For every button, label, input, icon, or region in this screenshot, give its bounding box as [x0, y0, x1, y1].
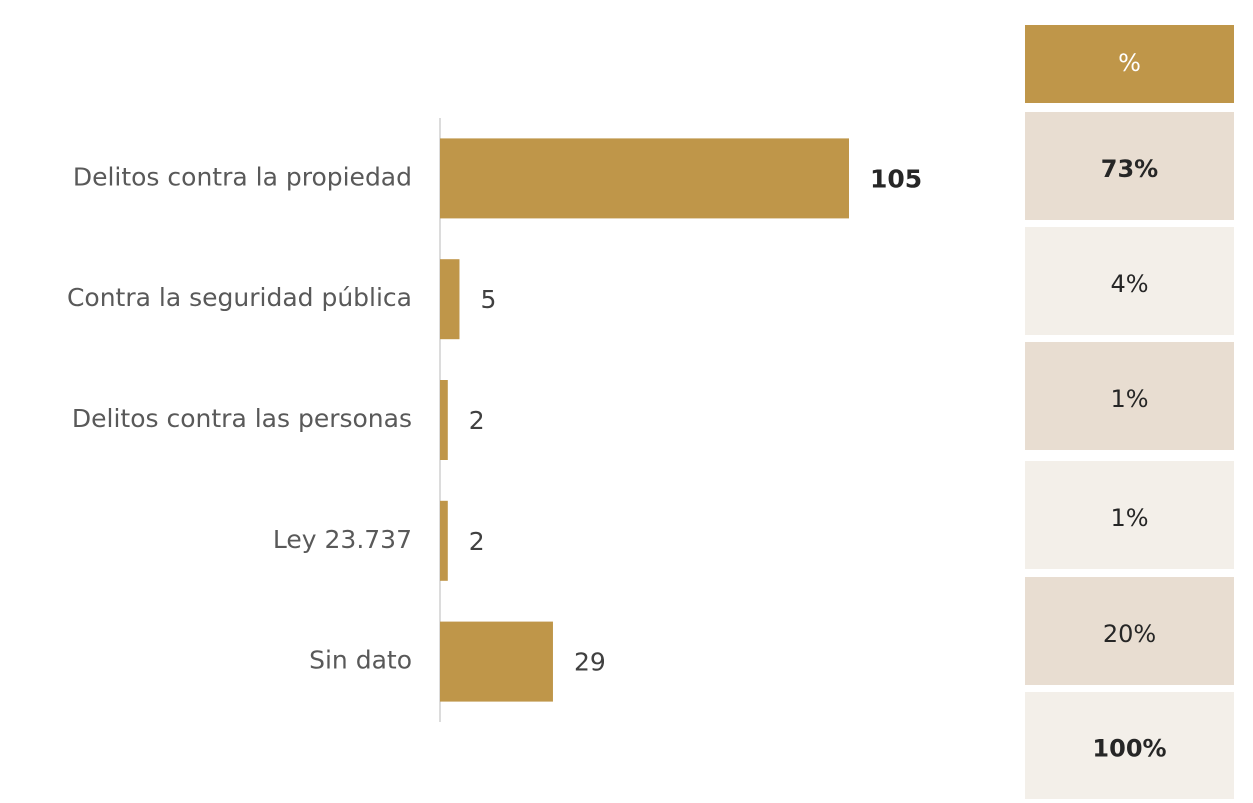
- table-cell: [1025, 461, 1234, 569]
- table-value: 20%: [1103, 620, 1156, 648]
- value-label: 29: [574, 648, 606, 677]
- table-value: 1%: [1110, 504, 1148, 532]
- category-label: Delitos contra la propiedad: [73, 162, 412, 191]
- value-label: 2: [469, 527, 485, 556]
- percent-table: % 73% 4% 1% 1% 20% 100%: [1025, 25, 1234, 799]
- bar: [440, 500, 448, 581]
- table-cell: [1025, 577, 1234, 685]
- bar: [440, 380, 448, 460]
- table-cell: [1025, 692, 1234, 799]
- value-label: 5: [480, 285, 496, 314]
- bar-chart: Delitos contra la propiedad 105 Contra la …: [67, 138, 922, 702]
- table-cell: [1025, 227, 1234, 335]
- category-label: Delitos contra las personas: [72, 404, 412, 433]
- table-value: 73%: [1101, 155, 1158, 183]
- table-value: 4%: [1110, 270, 1148, 298]
- table-header-cell: [1025, 25, 1234, 103]
- value-label: 2: [469, 406, 485, 435]
- category-label: Sin dato: [309, 646, 412, 675]
- category-label: Ley 23.737: [273, 525, 412, 554]
- table-header: %: [1118, 49, 1141, 77]
- bar: [440, 138, 849, 219]
- table-value: 1%: [1110, 385, 1148, 413]
- table-value: 100%: [1092, 735, 1166, 763]
- value-label: 105: [870, 164, 922, 193]
- table-cell: [1025, 342, 1234, 450]
- bar: [440, 621, 553, 702]
- category-label: Contra la seguridad pública: [67, 283, 412, 312]
- bar: [440, 259, 460, 340]
- table-cell: [1025, 112, 1234, 220]
